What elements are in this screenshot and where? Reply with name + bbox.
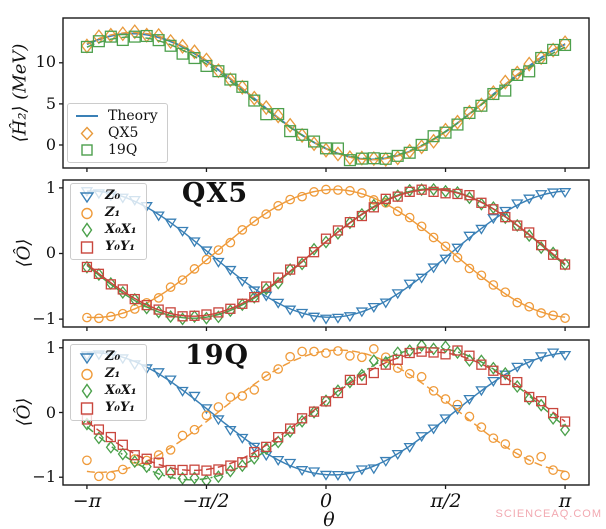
- y0y1-square-icon: [80, 401, 94, 415]
- legend-entry-x0x1: X₀X₁: [77, 222, 137, 238]
- y-tick-label: −1: [32, 467, 56, 486]
- x-tick-label: π/2: [430, 490, 462, 512]
- legend-entry-theory: Theory: [74, 108, 158, 124]
- y-tick-label: 5: [45, 94, 56, 113]
- legend-label: Z₀: [105, 349, 121, 364]
- x-tick-label: π: [558, 490, 572, 512]
- z1-circle-icon: [81, 368, 93, 380]
- legend-entry-qx5: QX5: [74, 125, 158, 141]
- y0y1-square-icon: [80, 240, 94, 254]
- z0-triangle-icon: [79, 191, 95, 203]
- x-tick-label: 0: [319, 490, 333, 512]
- theory-line-icon: [76, 115, 98, 117]
- legend-label: Z₁: [105, 366, 121, 381]
- x0x1-diamond-icon: [81, 383, 93, 399]
- 19q-panel-title: 19Q: [184, 340, 250, 371]
- legend-label: Theory: [108, 108, 158, 124]
- legend-label: Z₁: [105, 205, 121, 220]
- legend-entry-z1: Z₁: [77, 366, 137, 382]
- y-tick-label: 1: [45, 178, 56, 197]
- legend-label: QX5: [108, 125, 139, 141]
- legend-label: X₀X₁: [105, 222, 137, 237]
- legend-label: Z₀: [105, 188, 121, 203]
- legend-entry-x0x1: X₀X₁: [77, 383, 137, 399]
- watermark: SCIENCEAQ.COM: [495, 508, 602, 520]
- y-tick-label: −1: [32, 309, 56, 328]
- qx5-panel-title: QX5: [181, 178, 249, 209]
- 19q-observables-legend: Z₀ Z₁ X₀X₁ Y₀Y₁: [70, 344, 147, 421]
- legend-entry-z0: Z₀: [77, 349, 137, 365]
- x0x1-diamond-icon: [81, 222, 93, 238]
- 19q-square-icon: [81, 144, 93, 156]
- x-axis-label: θ: [323, 509, 335, 529]
- qx5-observables-legend: Z₀ Z₁ X₀X₁ Y₀Y₁: [70, 183, 147, 260]
- x-tick-label: −π/2: [182, 490, 230, 512]
- z1-circle-icon: [81, 207, 93, 219]
- legend-entry-y0y1: Y₀Y₁: [77, 239, 137, 255]
- y-tick-label: 10: [35, 52, 56, 71]
- y-tick-label: 0: [45, 403, 56, 422]
- legend-label: X₀X₁: [105, 383, 137, 398]
- legend-entry-y0y1: Y₀Y₁: [77, 400, 137, 416]
- y-tick-label: 1: [45, 338, 56, 357]
- legend-label: 19Q: [108, 142, 138, 158]
- y-tick-label: 0: [45, 135, 56, 154]
- legend-entry-z0: Z₀: [77, 188, 137, 204]
- legend-label: Y₀Y₁: [105, 239, 135, 254]
- legend-entry-z1: Z₁: [77, 205, 137, 221]
- legend-label: Y₀Y₁: [105, 400, 135, 415]
- legend-entry-19q: 19Q: [74, 142, 158, 158]
- y-tick-label: 0: [45, 243, 56, 262]
- qx5-diamond-icon: [80, 125, 94, 141]
- z0-triangle-icon: [79, 352, 95, 364]
- x-tick-label: −π: [72, 490, 102, 512]
- energy-legend: Theory QX5 19Q: [67, 103, 168, 163]
